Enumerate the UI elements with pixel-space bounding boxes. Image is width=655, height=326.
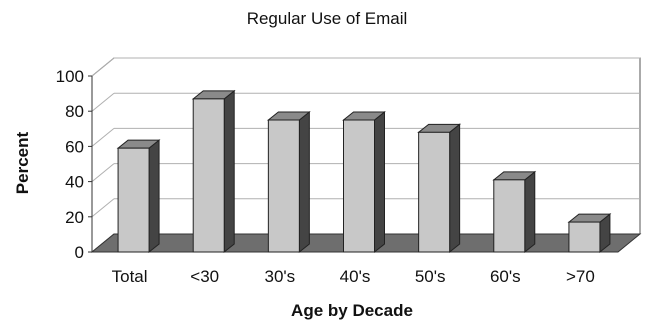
y-tick-label: 0 [75, 243, 84, 262]
bar [117, 147, 150, 253]
bar-side [298, 110, 310, 254]
bar-side [148, 139, 160, 254]
gridline-side [91, 57, 115, 77]
y-tick-label: 40 [65, 173, 84, 192]
bar [343, 119, 375, 253]
y-tick-label: 60 [65, 137, 84, 156]
y-tick-label: 20 [65, 208, 84, 227]
bar [568, 221, 601, 253]
gridline-side [91, 198, 115, 218]
x-axis-label: Age by Decade [291, 301, 413, 320]
gridline-side [91, 163, 115, 182]
bar [493, 179, 526, 253]
y-tick-label: 80 [65, 102, 84, 121]
x-tick-label: 40's [340, 267, 371, 286]
bar [418, 131, 451, 253]
x-tick-label: >70 [566, 267, 595, 286]
bar [267, 119, 300, 253]
gridline-side [91, 92, 115, 112]
y-tick-label: 100 [56, 67, 84, 86]
x-tick-label: <30 [190, 267, 219, 286]
chart-title: Regular Use of Email [247, 9, 408, 28]
x-tick-label: 50's [415, 267, 446, 286]
y-axis-label: Percent [13, 131, 32, 194]
plot-area: 0 20 40 60 80 100 Total <30 30's 40's 50's 60's >70 [56, 57, 642, 286]
gridline-side [91, 128, 115, 147]
x-tick-label: Total [112, 267, 148, 286]
x-tick-label: 60's [490, 267, 521, 286]
x-tick-label: 30's [265, 267, 296, 286]
bar-side [524, 170, 536, 254]
bar-side [449, 123, 461, 254]
bar [192, 98, 225, 253]
bar-side [374, 110, 385, 254]
bar-side [223, 89, 235, 254]
